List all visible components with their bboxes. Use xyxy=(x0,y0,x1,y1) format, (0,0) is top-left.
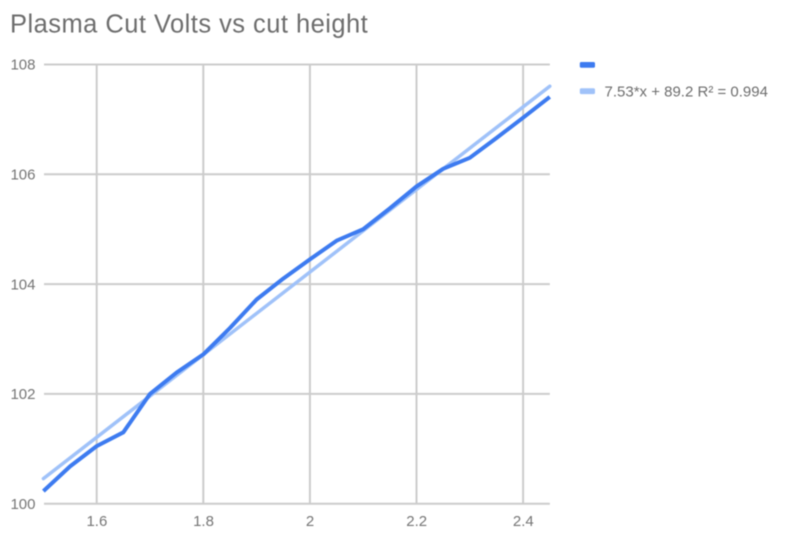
svg-text:Plasma Cut Volts vs cut height: Plasma Cut Volts vs cut height xyxy=(10,11,368,39)
svg-text:2.2: 2.2 xyxy=(406,513,427,530)
svg-text:7.53*x + 89.2 R² = 0.994: 7.53*x + 89.2 R² = 0.994 xyxy=(605,84,768,101)
svg-text:100: 100 xyxy=(10,496,35,513)
svg-text:106: 106 xyxy=(10,167,35,184)
svg-text:1.6: 1.6 xyxy=(86,513,107,530)
svg-text:2.4: 2.4 xyxy=(513,513,534,530)
svg-text:1.8: 1.8 xyxy=(193,513,214,530)
svg-text:104: 104 xyxy=(10,276,35,293)
svg-text:108: 108 xyxy=(10,57,35,74)
svg-text:2: 2 xyxy=(306,513,314,530)
svg-text:102: 102 xyxy=(10,386,35,403)
